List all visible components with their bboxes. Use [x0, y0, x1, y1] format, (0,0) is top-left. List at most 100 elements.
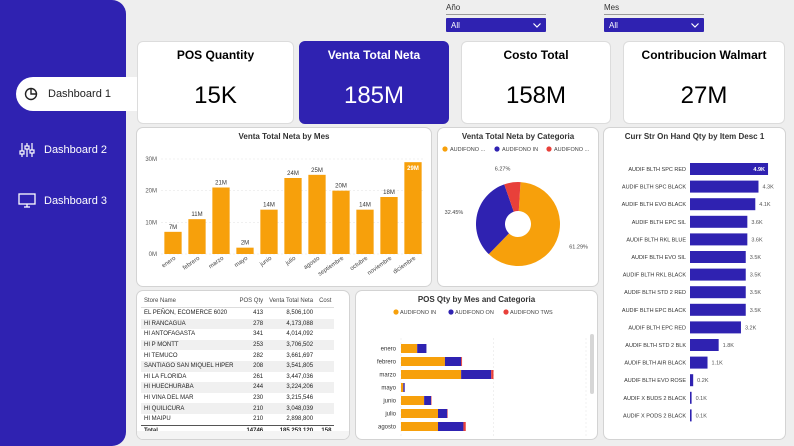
bar [690, 339, 719, 351]
bar-segment [438, 409, 448, 418]
kpi-title: Costo Total [503, 48, 569, 62]
table-row[interactable]: HI QUILICURA 210 3,048,039 [141, 403, 335, 414]
data-label: 0.1K [696, 396, 708, 402]
table-row[interactable]: HI MAIPU 210 2,898,800 [141, 414, 334, 425]
category-label: AUDIF BLTH EPC SIL [632, 220, 686, 226]
kpi-card-costo-total: Costo Total 158M [461, 41, 611, 124]
data-label: 3.6K [751, 220, 763, 226]
table-horizontal-scrollbar[interactable] [137, 431, 349, 439]
table-cell: 3,447,036 [286, 373, 314, 380]
slice-label: 32.45% [445, 210, 464, 216]
data-label: 3.5K [750, 273, 762, 279]
category-label: AUDIF BLTH EPC BLACK [622, 308, 686, 314]
table-cell [316, 360, 335, 372]
bar-segment [401, 370, 462, 379]
month-filter-dropdown[interactable]: All [604, 18, 704, 32]
bar [690, 409, 692, 422]
bar [212, 187, 230, 254]
bar [690, 268, 746, 281]
x-tick-label: marzo [208, 255, 226, 270]
table-row[interactable]: HI TEMUCO 282 3,661,697 [141, 350, 334, 361]
table-row[interactable]: HI VINA DEL MAR 230 3,215,546 [141, 393, 334, 404]
category-label: AUDIF BLTH SPC BLACK [622, 185, 686, 191]
bar-segment [401, 422, 438, 431]
x-tick-label: noviembre [367, 255, 394, 276]
category-label: AUDIF X BUDS 2 BLACK [623, 396, 686, 402]
category-label: AUDIF BLTH EPC RED [628, 325, 686, 331]
table-row[interactable]: HI LA FLORIDA 261 3,447,036 [141, 372, 334, 383]
table-row[interactable]: HI RANCAGUA 278 4,173,088 [141, 318, 335, 330]
table-cell [316, 403, 335, 414]
table-cell: HI LA FLORIDA [144, 373, 187, 380]
table-cell: HI TEMUCO [144, 352, 178, 359]
bar [356, 209, 374, 254]
table-row[interactable]: HI P MONTT 253 3,706,502 [141, 339, 335, 351]
x-tick-label: agosto [303, 255, 322, 271]
legend-label: AUDIFONO TWS [510, 310, 553, 316]
category-label: AUDIF BLTH EVO BLACK [622, 202, 687, 208]
table-cell [316, 308, 334, 319]
sidebar-item-dashboard-2[interactable]: Dashboard 2 [0, 133, 126, 167]
table-cell: 413 [253, 310, 264, 317]
table-cell: EL PEÑON, ECOMERCE 6020 [144, 310, 228, 317]
data-label: 4.9K [753, 167, 765, 173]
sidebar-item-dashboard-3[interactable]: Dashboard 3 [0, 184, 126, 218]
year-filter-dropdown[interactable]: All [446, 18, 546, 32]
column-header[interactable]: Cost [316, 295, 335, 308]
category-label: mayo [381, 386, 396, 392]
kpi-value: 158M [505, 82, 567, 109]
column-header[interactable]: Venta Total Neta [266, 295, 317, 308]
bar [260, 209, 278, 254]
category-label: AUDIF BLTH AIR BLACK [624, 361, 686, 367]
table-cell: 3,706,502 [266, 339, 317, 351]
monthly-sales-chart: 0M 10M 20M 30M 7M enero 11M febrero 21M marzo 2M ma… [145, 157, 425, 278]
category-label: junio [382, 399, 396, 405]
table-row[interactable]: HI ANTOFAGASTA 341 4,014,092 [141, 329, 334, 340]
bar-segment [444, 357, 462, 366]
y-tick-label: 10M [145, 220, 157, 226]
bar-segment [491, 370, 494, 379]
legend-marker [494, 146, 500, 152]
table-row[interactable]: SANTIAGO SAN MIQUEL HIPER 208 3,541,805 [141, 360, 335, 372]
table-cell: 341 [253, 331, 264, 338]
pie-slice [476, 184, 514, 255]
x-tick-label: diciembre [392, 255, 417, 275]
data-label: 18M [383, 190, 395, 196]
table-cell: HI P MONTT [141, 339, 237, 351]
qty-by-month-category-panel: POS Qty by Mes and Categoria AUDIFONO IN… [355, 290, 598, 446]
slice-label: 6.27% [495, 167, 511, 173]
data-label: 20M [335, 184, 347, 190]
table-cell [316, 339, 335, 351]
table-row[interactable]: HI HUECHURABA 244 3,224,206 [141, 382, 335, 393]
data-label: 1.8K [723, 343, 735, 349]
table-total-cell: 158 [316, 424, 335, 437]
kpi-title: POS Quantity [176, 48, 255, 62]
kpi-value: 27M [680, 82, 728, 109]
y-tick-label: 30M [145, 157, 157, 163]
category-label: AUDIF BLTH RKL BLACK [623, 273, 687, 279]
bar [236, 247, 254, 254]
table-cell: 3,661,697 [286, 352, 314, 359]
bar [404, 162, 422, 254]
chevron-down-icon [691, 22, 699, 28]
table-cell: 2,898,800 [286, 416, 314, 423]
bar-segment [403, 383, 405, 392]
bar [690, 303, 746, 316]
data-label: 1.1K [712, 361, 724, 367]
sidebar-item-dashboard-1[interactable]: Dashboard 1 [16, 77, 146, 111]
bar-segment [463, 422, 466, 431]
slice-label: 61.29% [569, 245, 588, 251]
category-label: marzo [379, 373, 396, 379]
bar [690, 356, 708, 369]
table-row[interactable]: EL PEÑON, ECOMERCE 6020 413 8,506,100 [141, 308, 334, 319]
bar-segment [438, 422, 464, 431]
month-filter-value: All [609, 20, 618, 30]
column-header[interactable]: Store Name [141, 295, 237, 308]
bar-segment [461, 357, 463, 366]
chart-title: Venta Total Neta by Mes [238, 132, 330, 141]
category-label: agosto [378, 425, 397, 431]
column-header[interactable]: POS Qty [236, 295, 267, 308]
table-cell [316, 350, 334, 361]
bar-segment [401, 357, 445, 366]
